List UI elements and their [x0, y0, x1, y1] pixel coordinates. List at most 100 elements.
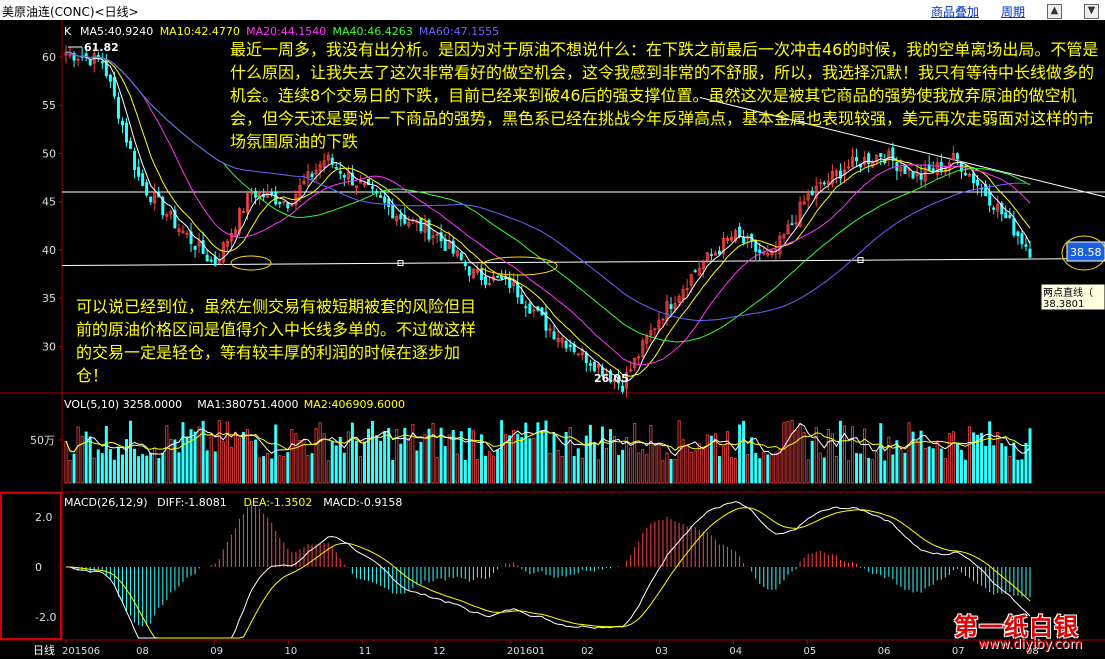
volume-bar	[504, 433, 508, 484]
volume-bar	[742, 420, 746, 484]
candle-body	[375, 190, 379, 193]
volume-bar	[871, 459, 875, 484]
candle-body	[431, 235, 435, 238]
candle-body	[951, 153, 955, 161]
volume-bar	[100, 453, 104, 484]
volume-bar	[310, 453, 314, 484]
volume-bar	[354, 440, 358, 484]
volume-bar	[943, 457, 947, 484]
candle-body	[475, 268, 479, 273]
candle-body	[911, 171, 915, 179]
candle-body	[141, 173, 145, 186]
x-tick-label: 201506	[62, 646, 100, 657]
candle-body	[645, 336, 649, 344]
x-tick-label: 07	[952, 646, 965, 657]
scroll-down-icon[interactable]: ▼	[1084, 4, 1099, 19]
candle-body	[673, 303, 677, 310]
candle-body	[903, 164, 907, 174]
candle-body	[302, 180, 306, 185]
volume-bar	[806, 459, 810, 484]
volume-bar	[1008, 455, 1012, 484]
volume-bar	[540, 430, 544, 484]
volume-bar	[766, 454, 770, 484]
volume-bar	[254, 439, 258, 484]
candle-body	[693, 270, 697, 273]
volume-bar	[814, 427, 818, 484]
volume-bar	[919, 430, 923, 484]
candle-body	[383, 196, 387, 203]
candle-body	[197, 240, 201, 247]
candle-body	[899, 167, 903, 172]
volume-bar	[367, 428, 371, 484]
price-tick-label: 60	[42, 51, 56, 64]
candle-body	[613, 378, 617, 382]
candle-body	[709, 254, 713, 256]
volume-bar	[713, 433, 717, 484]
volume-bar	[379, 440, 383, 484]
volume-bar	[314, 428, 318, 484]
volume-bar	[685, 445, 689, 484]
overlay-commodity-link[interactable]: 商品叠加	[930, 5, 979, 19]
candle-body	[855, 157, 859, 162]
volume-bar	[717, 455, 721, 484]
scroll-up-icon[interactable]: ▲	[1047, 4, 1062, 19]
volume-bar	[899, 449, 903, 484]
candle-body	[754, 239, 758, 252]
volume-bar	[830, 433, 834, 484]
volume-bar	[596, 459, 600, 484]
volume-bar	[225, 421, 229, 484]
candle-body	[379, 195, 383, 198]
volume-bar	[201, 420, 205, 484]
volume-bar	[1000, 443, 1004, 484]
candle-body	[326, 154, 330, 161]
volume-bar	[802, 432, 806, 484]
volume-bar	[911, 431, 915, 484]
x-tick-label: 06	[878, 646, 891, 657]
candle-body	[479, 268, 483, 281]
candle-body	[923, 167, 927, 182]
volume-bar	[371, 420, 375, 484]
ma10-line	[66, 51, 1031, 377]
candle-body	[653, 328, 657, 331]
candle-body	[76, 58, 80, 61]
candle-body	[225, 240, 229, 247]
volume-bar	[863, 428, 867, 484]
volume-ma10-line	[65, 430, 1031, 453]
support-ellipse-dec	[480, 256, 558, 276]
volume-bar	[129, 420, 133, 484]
volume-bar	[786, 421, 790, 484]
volume-bar	[250, 441, 254, 484]
candle-body	[463, 261, 467, 267]
volume-bar	[435, 457, 439, 484]
candle-body	[1012, 217, 1016, 236]
volume-bar	[451, 430, 455, 484]
candle-body	[108, 74, 112, 82]
volume-bar	[399, 443, 403, 484]
candle-body	[1020, 233, 1024, 245]
volume-bar	[903, 452, 907, 484]
candle-body	[387, 198, 391, 208]
volume-bar	[467, 427, 471, 484]
volume-value-label: MA2:406909.6000	[304, 398, 405, 411]
volume-bar	[992, 445, 996, 484]
candle-body	[205, 254, 209, 262]
candle-body	[201, 240, 205, 255]
candle-body	[427, 219, 431, 240]
chart-title: 美原油连(CONC)<日线>	[2, 5, 139, 19]
volume-bar	[282, 456, 286, 484]
candle-body	[1000, 202, 1004, 215]
volume-bar	[778, 449, 782, 484]
chart-canvas[interactable]: 60 55 50 45 40 35 30 50万 2.0 0 -2.0 201506 08 09 10 11…	[0, 20, 1105, 659]
ma40-line	[66, 51, 1031, 343]
candle-body	[330, 157, 334, 165]
title-bar: 美原油连(CONC)<日线> 商品叠加 周期 ▲ ▼	[0, 0, 1105, 20]
volume-bar	[774, 452, 778, 484]
candle-body	[1028, 248, 1032, 258]
candle-body	[145, 182, 149, 196]
volume-bar	[516, 433, 520, 484]
period-link[interactable]: 周期	[1000, 5, 1025, 19]
volume-bar	[145, 455, 149, 484]
candle-body	[112, 77, 116, 97]
candle-body	[717, 250, 721, 255]
candle-body	[641, 340, 645, 357]
